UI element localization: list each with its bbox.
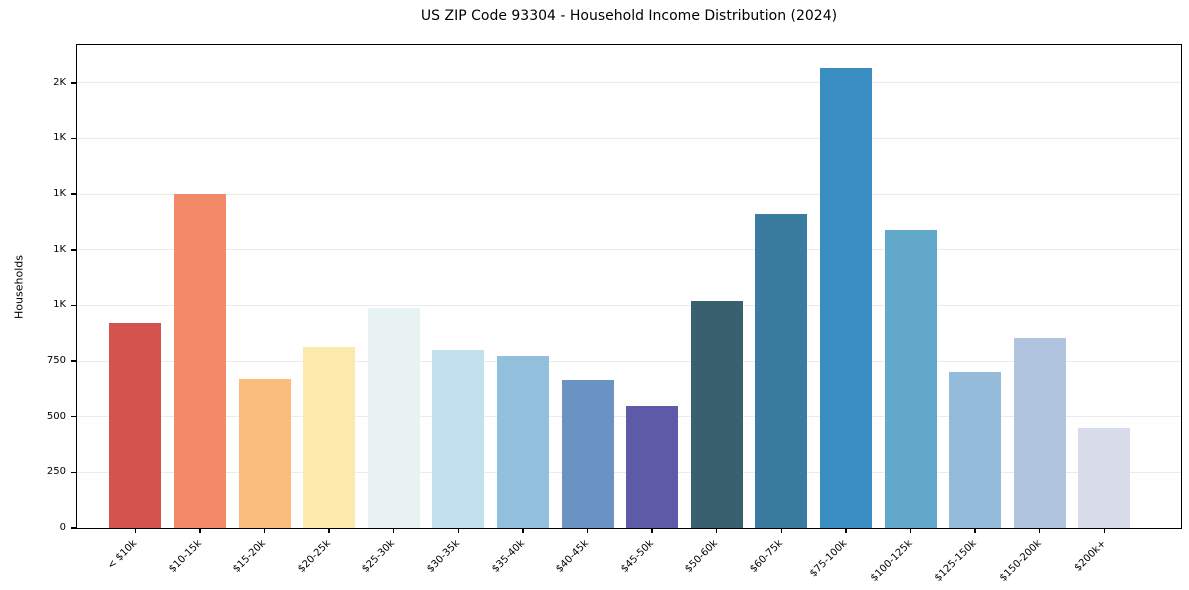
y-tick-mark bbox=[71, 527, 76, 529]
gridline bbox=[77, 249, 1181, 251]
x-tick-mark bbox=[328, 528, 330, 533]
y-tick-mark bbox=[71, 249, 76, 251]
x-tick-label: $45-50k bbox=[618, 538, 656, 575]
gridline bbox=[77, 137, 1181, 139]
y-tick-mark bbox=[71, 193, 76, 195]
x-tick-mark bbox=[199, 528, 201, 533]
bar bbox=[496, 355, 549, 528]
x-tick-mark bbox=[651, 528, 653, 533]
x-tick-label: $200k+ bbox=[1072, 538, 1109, 574]
y-tick-label: 500 bbox=[46, 410, 66, 422]
x-tick-label: $40-45k bbox=[554, 538, 592, 575]
y-tick-label: 1K bbox=[53, 299, 66, 311]
y-tick-label: 2K bbox=[53, 76, 66, 88]
x-tick-label: $125-150k bbox=[932, 538, 979, 584]
x-tick-label: $25-30k bbox=[360, 538, 398, 575]
bar bbox=[238, 378, 291, 528]
x-tick-mark bbox=[974, 528, 976, 533]
x-tick-label: $150-200k bbox=[997, 538, 1044, 584]
bar bbox=[949, 372, 1002, 528]
x-tick-mark bbox=[1103, 528, 1106, 533]
bar bbox=[367, 307, 420, 528]
y-tick-label: 0 bbox=[59, 522, 66, 533]
x-tick-label: < $10k bbox=[105, 538, 140, 572]
x-tick-label: $75-100k bbox=[808, 538, 850, 580]
y-tick-mark bbox=[71, 137, 76, 140]
bar bbox=[819, 68, 872, 528]
chart-title: US ZIP Code 93304 - Household Income Dis… bbox=[420, 8, 838, 24]
gridline bbox=[77, 360, 1181, 362]
x-tick-mark bbox=[457, 528, 460, 533]
bar bbox=[690, 300, 743, 528]
y-tick-mark bbox=[71, 360, 76, 362]
x-tick-mark bbox=[845, 528, 847, 533]
x-tick-mark bbox=[909, 528, 912, 533]
x-tick-label: $35-40k bbox=[489, 538, 527, 575]
x-tick-label: $50-60k bbox=[683, 538, 721, 575]
bar bbox=[626, 405, 679, 528]
y-tick-label: 1K bbox=[53, 243, 66, 255]
x-tick-mark bbox=[586, 528, 589, 533]
gridline bbox=[77, 304, 1181, 306]
bar bbox=[755, 214, 808, 528]
x-tick-mark bbox=[392, 528, 395, 533]
gridline bbox=[77, 193, 1181, 195]
bar bbox=[432, 349, 485, 528]
x-tick-label: $60-75k bbox=[748, 538, 786, 575]
y-tick-label: 250 bbox=[46, 466, 66, 478]
bar bbox=[884, 229, 937, 528]
bar bbox=[173, 194, 226, 528]
gridline bbox=[77, 82, 1181, 84]
x-tick-label: $15-20k bbox=[231, 538, 269, 575]
x-tick-mark bbox=[263, 528, 266, 533]
x-tick-mark bbox=[715, 528, 718, 533]
x-tick-mark bbox=[780, 528, 783, 533]
x-tick-mark bbox=[522, 528, 524, 533]
bar bbox=[303, 346, 356, 528]
x-tick-mark bbox=[134, 528, 137, 533]
y-tick-mark bbox=[71, 415, 76, 418]
bar bbox=[1078, 427, 1131, 528]
x-tick-label: $10-15k bbox=[166, 538, 204, 575]
y-tick-label: 1K bbox=[53, 188, 66, 200]
y-tick-mark bbox=[71, 471, 76, 474]
y-tick-label: 750 bbox=[46, 355, 66, 367]
y-tick-mark bbox=[71, 82, 76, 84]
bar bbox=[1013, 337, 1066, 528]
bar bbox=[109, 323, 162, 528]
x-tick-mark bbox=[1038, 528, 1041, 533]
y-tick-label: 1K bbox=[53, 132, 66, 144]
x-tick-label: $30-35k bbox=[425, 538, 463, 575]
x-tick-label: $100-125k bbox=[868, 538, 915, 584]
x-tick-label: $20-25k bbox=[295, 538, 333, 575]
y-tick-mark bbox=[71, 304, 76, 307]
bar bbox=[561, 379, 614, 528]
